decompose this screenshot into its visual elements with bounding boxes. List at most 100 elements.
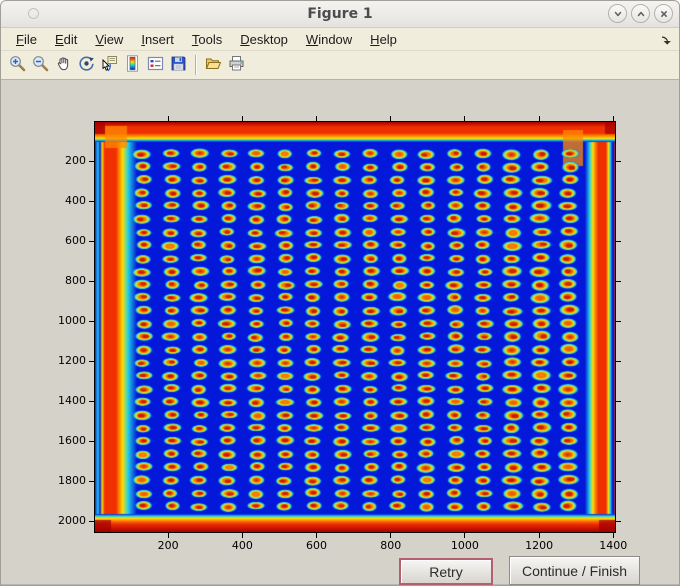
legend-icon <box>147 55 164 75</box>
window-menu-icon[interactable] <box>28 8 39 19</box>
x-axis-tick <box>241 533 243 538</box>
window-bottom-edge <box>1 584 679 585</box>
y-axis-right-tick <box>616 200 621 202</box>
microarray-image[interactable] <box>95 122 615 532</box>
colorbar-icon <box>124 55 141 75</box>
y-axis-right-tick <box>616 360 621 362</box>
pan-button[interactable] <box>52 54 75 77</box>
window-title: Figure 1 <box>307 6 373 22</box>
y-axis-tick <box>89 440 94 442</box>
print-icon <box>228 55 245 75</box>
y-axis-tick-label: 1000 <box>58 314 86 327</box>
rotate-3d-button[interactable] <box>75 54 98 77</box>
y-axis-tick-label: 800 <box>65 274 86 287</box>
x-axis-tick <box>316 533 318 538</box>
y-axis-right-tick <box>616 520 621 522</box>
x-axis-top-tick <box>167 116 169 121</box>
continue-finish-button[interactable]: Continue / Finish <box>509 556 640 585</box>
y-axis-right-tick <box>616 320 621 322</box>
x-axis-top-tick <box>241 116 243 121</box>
menu-item-help[interactable]: Help <box>370 31 397 47</box>
x-axis-tick <box>390 533 392 538</box>
x-axis-tick <box>612 533 614 538</box>
menu-item-window[interactable]: Window <box>305 31 353 47</box>
chevron-up-icon <box>637 11 644 16</box>
y-axis-right-tick <box>616 240 621 242</box>
rotate-3d-icon <box>78 55 95 75</box>
menu-item-insert[interactable]: Insert <box>141 31 174 47</box>
x-axis-tick-label: 600 <box>306 539 328 552</box>
data-cursor-button[interactable] <box>98 54 121 77</box>
data-cursor-icon <box>101 55 118 75</box>
x-axis-tick-label: 1400 <box>599 539 628 552</box>
close-icon <box>660 10 667 17</box>
minimize-button[interactable] <box>608 4 627 23</box>
x-axis-tick-label: 400 <box>231 539 253 552</box>
y-axis-tick <box>89 320 94 322</box>
x-axis-top-tick <box>612 116 614 121</box>
toolbar-separator <box>195 55 197 75</box>
y-axis-tick-label: 600 <box>65 234 86 247</box>
x-axis-top-tick <box>390 116 392 121</box>
zoom-in-icon <box>9 55 26 75</box>
save-icon <box>170 55 187 75</box>
figure-canvas-area: Retry Continue / Finish 200 400 600 800 1000… <box>1 80 679 585</box>
y-axis-tick-label: 1200 <box>58 354 86 367</box>
window-controls <box>608 4 673 23</box>
y-axis-tick <box>89 520 94 522</box>
y-axis-tick-label: 200 <box>65 154 86 167</box>
y-axis-tick <box>89 200 94 202</box>
x-axis-top-tick <box>538 116 540 121</box>
y-axis-right-tick <box>616 280 621 282</box>
y-axis-tick <box>89 360 94 362</box>
x-axis-tick-label: 1000 <box>450 539 479 552</box>
print-figure-button[interactable] <box>225 54 248 77</box>
y-axis-tick-label: 400 <box>65 194 86 207</box>
x-axis-tick <box>538 533 540 538</box>
x-axis-tick-label: 200 <box>157 539 179 552</box>
y-axis-tick-label: 1800 <box>58 474 86 487</box>
menu-item-tools[interactable]: Tools <box>191 31 223 47</box>
y-axis-right-tick <box>616 400 621 402</box>
x-axis-tick <box>167 533 169 538</box>
pan-icon <box>55 55 72 75</box>
axes <box>94 121 616 533</box>
y-axis-tick-label: 1600 <box>58 434 86 447</box>
y-axis-tick-label: 2000 <box>58 514 86 527</box>
y-axis-tick-label: 1400 <box>58 394 86 407</box>
y-axis-tick <box>89 160 94 162</box>
menu-item-view[interactable]: View <box>95 31 124 47</box>
y-axis-tick <box>89 280 94 282</box>
y-axis-right-tick <box>616 440 621 442</box>
zoom-out-button[interactable] <box>29 54 52 77</box>
zoom-in-button[interactable] <box>6 54 29 77</box>
y-axis-right-tick <box>616 480 621 482</box>
insert-colorbar-button[interactable] <box>121 54 144 77</box>
y-axis-right-tick <box>616 160 621 162</box>
y-axis-tick <box>89 240 94 242</box>
menubar: File Edit View Insert Tools Desktop Window Help <box>1 28 679 51</box>
menu-item-edit[interactable]: Edit <box>54 31 78 47</box>
menu-item-file[interactable]: File <box>16 31 37 47</box>
chevron-down-icon <box>614 11 621 16</box>
close-button[interactable] <box>654 4 673 23</box>
titlebar[interactable]: Figure 1 <box>1 1 679 28</box>
zoom-out-icon <box>32 55 49 75</box>
x-axis-top-tick <box>316 116 318 121</box>
dock-arrow-icon[interactable] <box>660 33 671 51</box>
menu-item-desktop[interactable]: Desktop <box>240 31 288 47</box>
toolbar <box>1 51 679 80</box>
retry-button[interactable]: Retry <box>399 558 493 585</box>
x-axis-tick-label: 1200 <box>525 539 554 552</box>
maximize-button[interactable] <box>631 4 650 23</box>
open-folder-icon <box>205 55 222 75</box>
open-file-button[interactable] <box>202 54 225 77</box>
x-axis-tick <box>464 533 466 538</box>
save-figure-button[interactable] <box>167 54 190 77</box>
y-axis-tick <box>89 400 94 402</box>
x-axis-tick-label: 800 <box>380 539 402 552</box>
insert-legend-button[interactable] <box>144 54 167 77</box>
y-axis-tick <box>89 480 94 482</box>
x-axis-top-tick <box>464 116 466 121</box>
